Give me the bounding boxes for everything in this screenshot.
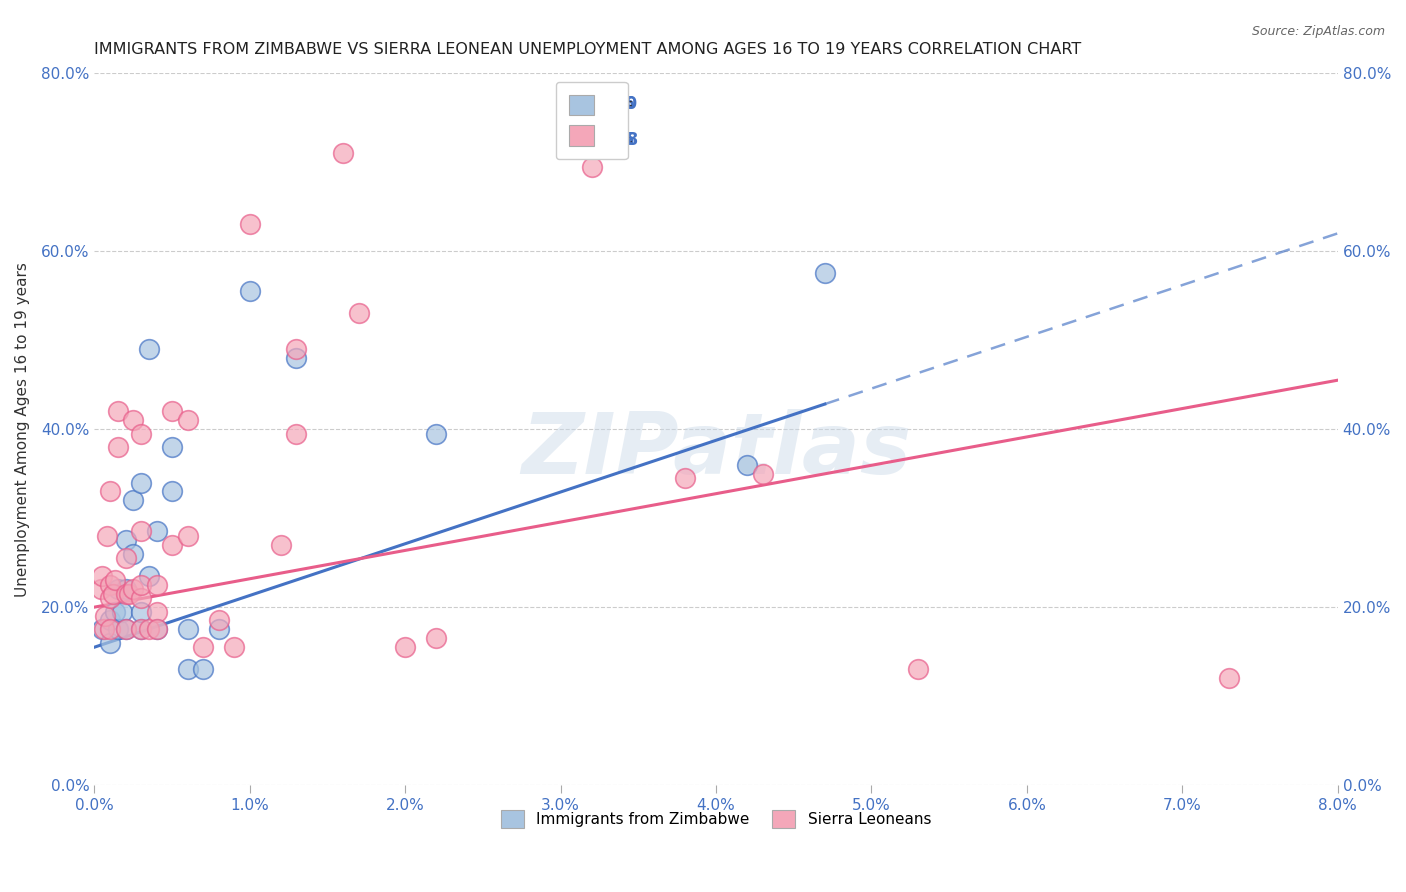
- Point: [104, 574, 127, 588]
- Point: [129, 426, 152, 441]
- Point: [177, 529, 200, 543]
- Point: [177, 413, 200, 427]
- Text: R =: R =: [571, 130, 607, 149]
- Point: [129, 623, 152, 637]
- Legend: Immigrants from Zimbabwe, Sierra Leoneans: Immigrants from Zimbabwe, Sierra Leonean…: [495, 804, 938, 834]
- Point: [177, 623, 200, 637]
- Point: [673, 471, 696, 485]
- Point: [193, 662, 215, 676]
- Point: [145, 578, 167, 592]
- Text: 0.345: 0.345: [582, 130, 634, 149]
- Point: [98, 484, 121, 499]
- Text: R =: R =: [571, 95, 607, 113]
- Point: [107, 582, 129, 597]
- Point: [96, 529, 118, 543]
- Point: [145, 524, 167, 539]
- Point: [138, 623, 160, 637]
- Point: [814, 267, 837, 281]
- Point: [239, 284, 262, 298]
- Text: N =: N =: [602, 130, 638, 149]
- Point: [101, 587, 124, 601]
- Text: 0.376: 0.376: [582, 95, 634, 113]
- Point: [177, 662, 200, 676]
- Point: [98, 591, 121, 606]
- Point: [285, 351, 308, 365]
- Point: [114, 587, 136, 601]
- Point: [735, 458, 758, 472]
- Point: [907, 662, 929, 676]
- Point: [98, 623, 121, 637]
- Text: Source: ZipAtlas.com: Source: ZipAtlas.com: [1251, 25, 1385, 38]
- Point: [114, 623, 136, 637]
- Point: [193, 640, 215, 655]
- Point: [122, 413, 145, 427]
- Point: [107, 440, 129, 454]
- Point: [90, 582, 112, 597]
- Point: [285, 426, 308, 441]
- Point: [114, 623, 136, 637]
- Text: IMMIGRANTS FROM ZIMBABWE VS SIERRA LEONEAN UNEMPLOYMENT AMONG AGES 16 TO 19 YEAR: IMMIGRANTS FROM ZIMBABWE VS SIERRA LEONE…: [94, 42, 1081, 57]
- Point: [107, 404, 129, 418]
- Point: [751, 467, 773, 481]
- Point: [98, 614, 121, 628]
- Point: [394, 640, 416, 655]
- Point: [91, 569, 114, 583]
- Point: [581, 160, 603, 174]
- Point: [104, 605, 127, 619]
- Point: [122, 493, 145, 508]
- Point: [114, 551, 136, 566]
- Point: [425, 632, 447, 646]
- Point: [160, 440, 183, 454]
- Point: [208, 614, 231, 628]
- Point: [118, 587, 141, 601]
- Point: [347, 306, 370, 320]
- Y-axis label: Unemployment Among Ages 16 to 19 years: Unemployment Among Ages 16 to 19 years: [15, 261, 30, 597]
- Point: [122, 582, 145, 597]
- Point: [224, 640, 246, 655]
- Point: [91, 623, 114, 637]
- Point: [138, 342, 160, 356]
- Point: [107, 623, 129, 637]
- Point: [425, 426, 447, 441]
- Point: [129, 591, 152, 606]
- Point: [332, 146, 354, 161]
- Point: [138, 569, 160, 583]
- Point: [145, 605, 167, 619]
- Point: [98, 578, 121, 592]
- Point: [114, 582, 136, 597]
- Point: [93, 623, 115, 637]
- Point: [129, 524, 152, 539]
- Point: [122, 547, 145, 561]
- Point: [129, 578, 152, 592]
- Text: 30: 30: [614, 95, 638, 113]
- Text: 48: 48: [614, 130, 638, 149]
- Point: [208, 623, 231, 637]
- Text: N =: N =: [602, 95, 638, 113]
- Point: [145, 623, 167, 637]
- Point: [129, 475, 152, 490]
- Point: [94, 609, 117, 624]
- Text: ZIPatlas: ZIPatlas: [522, 409, 911, 492]
- Point: [160, 484, 183, 499]
- Point: [129, 623, 152, 637]
- Point: [160, 404, 183, 418]
- Point: [114, 533, 136, 548]
- Point: [145, 623, 167, 637]
- Point: [98, 636, 121, 650]
- Point: [285, 342, 308, 356]
- Point: [270, 538, 292, 552]
- Point: [160, 538, 183, 552]
- Point: [239, 218, 262, 232]
- Point: [1218, 671, 1240, 685]
- Point: [129, 605, 152, 619]
- Point: [111, 605, 134, 619]
